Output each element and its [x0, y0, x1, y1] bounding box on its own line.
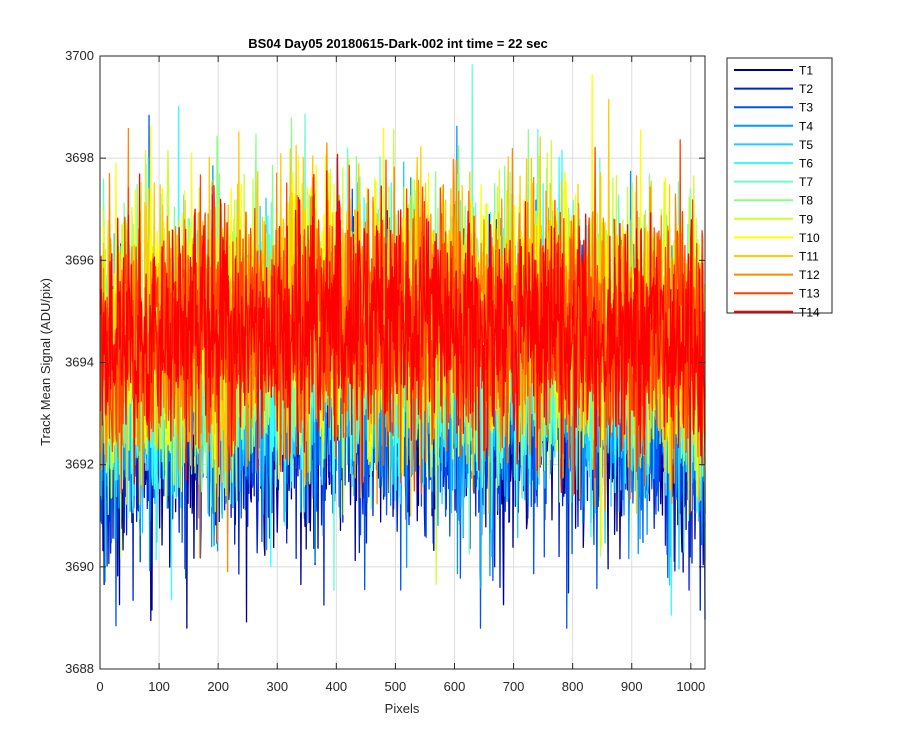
legend-label-t9: T9	[799, 212, 813, 226]
x-tick-label: 0	[96, 679, 103, 694]
x-tick-label: 800	[562, 679, 584, 694]
series-layer	[99, 64, 706, 629]
axis-ticks: 0 100 200 300 400 500 600 700 800 900 1000 3688 3690…	[65, 48, 705, 694]
legend-label-t5: T5	[799, 138, 813, 152]
legend-label-t10: T10	[799, 231, 820, 245]
x-tick-label: 400	[325, 679, 347, 694]
legend: T1 T2 T3 T4 T5 T6 T7 T8 T9 T10 T11 T12 T13 T14	[726, 57, 833, 319]
legend-label-t3: T3	[799, 101, 813, 115]
x-tick-label: 1000	[676, 679, 705, 694]
y-tick-label: 3692	[65, 457, 94, 472]
y-tick-label: 3688	[65, 661, 94, 676]
legend-label-t4: T4	[799, 119, 813, 133]
chart-title: BS04 Day05 20180615-Dark-002 int time = …	[248, 36, 548, 51]
y-tick-label: 3700	[65, 48, 94, 63]
x-tick-label: 100	[148, 679, 170, 694]
y-tick-label: 3690	[65, 559, 94, 574]
x-tick-label: 500	[385, 679, 407, 694]
x-tick-label: 700	[503, 679, 525, 694]
y-tick-label: 3696	[65, 252, 94, 267]
x-axis-label: Pixels	[385, 701, 420, 716]
y-tick-label: 3694	[65, 355, 94, 370]
y-tick-label: 3698	[65, 150, 94, 165]
legend-label-t1: T1	[799, 64, 813, 78]
x-tick-label: 600	[444, 679, 466, 694]
y-axis-label: Track Mean Signal (ADU/pix)	[38, 278, 53, 446]
legend-label-t12: T12	[799, 268, 820, 282]
legend-label-t6: T6	[799, 157, 813, 171]
legend-label-t14: T14	[799, 305, 820, 319]
legend-label-t7: T7	[799, 175, 813, 189]
legend-label-t8: T8	[799, 194, 813, 208]
legend-label-t2: T2	[799, 82, 813, 96]
x-tick-label: 900	[621, 679, 643, 694]
legend-label-t13: T13	[799, 287, 820, 301]
series-line-t14	[99, 153, 706, 514]
legend-box	[726, 57, 833, 314]
x-tick-label: 300	[266, 679, 288, 694]
series-line-t13	[99, 139, 706, 500]
legend-label-t11: T11	[799, 250, 819, 264]
x-tick-label: 200	[207, 679, 229, 694]
